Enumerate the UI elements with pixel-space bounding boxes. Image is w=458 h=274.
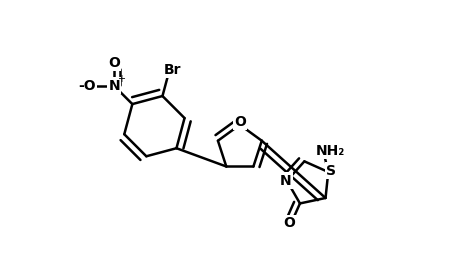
Text: O: O	[234, 115, 246, 129]
Text: N: N	[109, 79, 120, 93]
Text: N: N	[280, 174, 291, 188]
Text: -O: -O	[78, 79, 96, 93]
Text: +: +	[117, 74, 125, 84]
Text: NH₂: NH₂	[315, 144, 344, 158]
Text: O: O	[108, 56, 120, 70]
Text: O: O	[284, 216, 295, 230]
Text: S: S	[326, 164, 336, 178]
Text: Br: Br	[164, 63, 181, 77]
